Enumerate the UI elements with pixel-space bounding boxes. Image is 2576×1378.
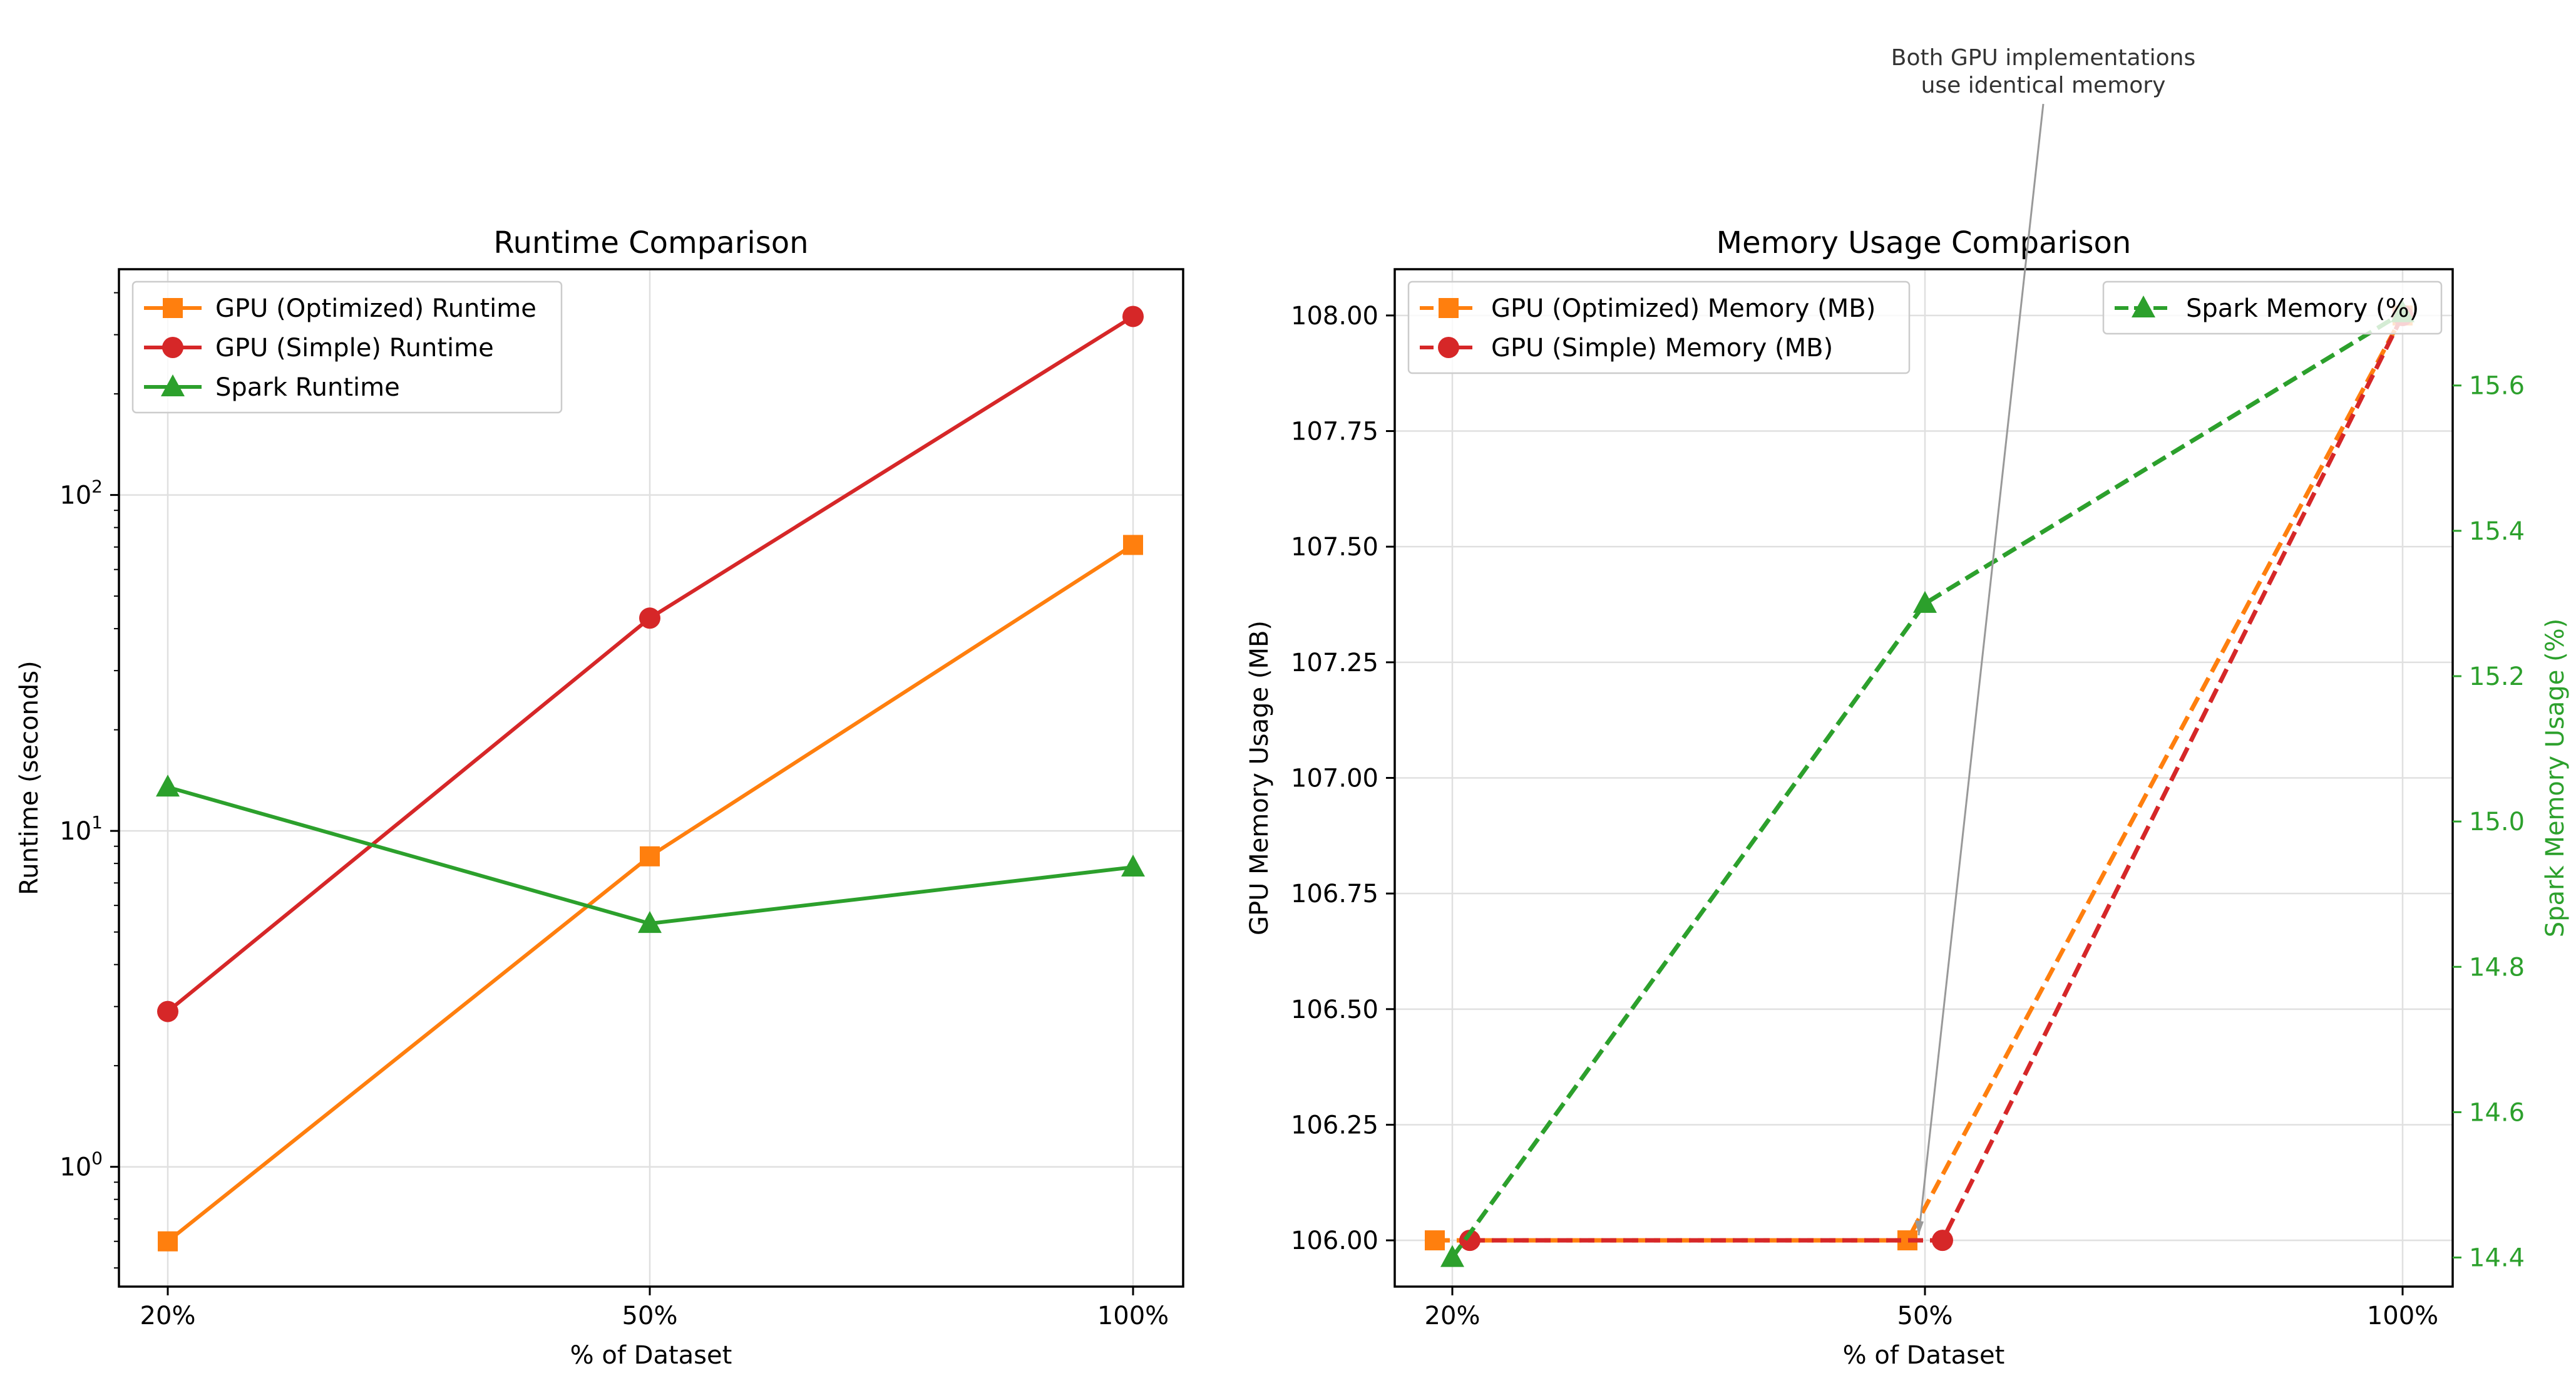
runtime-series (156, 306, 1145, 1252)
annotation-line-2: use identical memory (1921, 73, 2166, 98)
annotation-arrow-head (1915, 1220, 1924, 1236)
memory-chart-title: Memory Usage Comparison (1716, 225, 2132, 260)
legend-label-gpu-optimized-runtime: GPU (Optimized) Runtime (215, 294, 536, 323)
data-point-spark-memory-1 (1913, 590, 1937, 613)
runtime-y-tick-label: 100 (59, 1148, 103, 1182)
data-point-gpu-simple-memory-mb-0 (1459, 1230, 1480, 1252)
legend-item-spark-memory: Spark Memory (%) (2115, 294, 2419, 323)
legend-marker-gpu-optimized-runtime (163, 298, 183, 318)
runtime-y-tick-label: 101 (59, 812, 103, 846)
legend-label-gpu-simple-memory-mb: GPU (Simple) Memory (MB) (1491, 334, 1833, 362)
runtime-legend: GPU (Optimized) Runtime GPU (Simple) Runt… (131, 280, 563, 414)
runtime-plot-frame (118, 268, 1184, 1288)
legend-marker-gpu-simple-memory-mb (1438, 337, 1459, 358)
runtime-x-tick-label: 50% (622, 1302, 678, 1330)
memory-x-tick-label: 50% (1897, 1302, 1953, 1330)
memory-chart: 20% 50% 100% 106.00 106.25 106.50 106.75 107.0… (1245, 45, 2570, 1370)
legend-label-spark-memory: Spark Memory (%) (2186, 294, 2419, 323)
memory-gridlines (1395, 269, 2453, 1287)
annotation-line-1: Both GPU implementations (1891, 45, 2196, 71)
legend-item-gpu-optimized-runtime: GPU (Optimized) Runtime (144, 294, 536, 323)
memory-x-tick-label: 20% (1425, 1302, 1480, 1330)
legend-marker-spark-runtime (161, 374, 185, 396)
memory-x-tick-label: 100% (2367, 1302, 2438, 1330)
legend-item-gpu-optimized-memory-mb: GPU (Optimized) Memory (MB) (1420, 294, 1876, 323)
runtime-x-tick-label: 20% (140, 1302, 196, 1330)
data-point-spark-runtime-0 (156, 774, 180, 797)
series-line-spark-memory (1450, 311, 2404, 1259)
runtime-y-axis-label: Runtime (seconds) (15, 661, 44, 895)
data-point-gpu-simple-runtime-2 (1122, 306, 1144, 327)
runtime-y-ticks: 100 101 102 (59, 292, 119, 1269)
legend-item-gpu-simple-memory-mb: GPU (Simple) Memory (MB) (1420, 334, 1833, 362)
memory-gpu-legend-box (1407, 280, 1911, 374)
annotation-arrow-line (1917, 103, 2045, 1236)
series-spark-runtime (156, 774, 1145, 933)
memory-y2-axis-label: Spark Memory Usage (%) (2541, 619, 2570, 938)
data-point-gpu-optimized-runtime-2 (1123, 535, 1143, 555)
data-point-gpu-optimized-memory-mb-0 (1425, 1230, 1445, 1251)
legend-item-spark-runtime: Spark Runtime (144, 373, 400, 402)
data-point-gpu-simple-runtime-1 (639, 607, 660, 629)
memory-y-tick-label: 106.75 (1291, 880, 1378, 908)
memory-y-ticks: 106.00 106.25 106.50 106.75 107.00 107.25 107.… (1291, 302, 1395, 1255)
memory-y-tick-label: 107.75 (1291, 418, 1378, 446)
legend-marker-spark-memory (2132, 296, 2155, 317)
legend-label-spark-runtime: Spark Runtime (215, 373, 400, 402)
runtime-gridlines (119, 269, 1183, 1287)
legend-item-gpu-simple-runtime: GPU (Simple) Runtime (144, 334, 494, 362)
memory-legend-spark: Spark Memory (%) (2102, 280, 2443, 335)
memory-x-axis-label: % of Dataset (1843, 1341, 2005, 1370)
memory-y2-tick-label: 15.6 (2469, 372, 2525, 401)
data-point-gpu-optimized-runtime-1 (640, 846, 660, 866)
memory-y-tick-label: 106.50 (1291, 995, 1378, 1024)
data-point-spark-runtime-2 (1121, 855, 1145, 877)
memory-annotation: Both GPU implementations use identical m… (1891, 45, 2196, 1236)
legend-marker-gpu-optimized-memory-mb (1439, 298, 1459, 318)
runtime-chart-title: Runtime Comparison (493, 225, 808, 260)
memory-y-axis-label: GPU Memory Usage (MB) (1245, 620, 1274, 935)
memory-y2-tick-label: 14.8 (2469, 953, 2525, 982)
legend-label-gpu-optimized-memory-mb: GPU (Optimized) Memory (MB) (1491, 294, 1876, 323)
runtime-x-tick-label: 100% (1097, 1302, 1169, 1330)
memory-spark-legend-box (2102, 280, 2443, 335)
memory-x-ticks: 20% 50% 100% (1425, 1287, 2438, 1330)
data-point-spark-memory-0 (1440, 1245, 1464, 1267)
memory-y2-tick-label: 14.6 (2469, 1098, 2525, 1127)
data-point-gpu-simple-memory-mb-1 (1932, 1230, 1953, 1252)
legend-label-gpu-simple-runtime: GPU (Simple) Runtime (215, 334, 494, 362)
data-point-gpu-simple-runtime-0 (157, 1000, 178, 1022)
runtime-y-tick-label: 102 (59, 476, 103, 510)
memory-y-tick-label: 107.25 (1291, 649, 1378, 677)
memory-y2-tick-label: 15.4 (2469, 517, 2525, 546)
memory-y-tick-label: 106.00 (1291, 1226, 1378, 1255)
memory-y2-tick-label: 15.0 (2469, 808, 2525, 836)
memory-legend-gpu: GPU (Optimized) Memory (MB) GPU (Simple) … (1407, 280, 1911, 374)
legend-marker-gpu-simple-runtime (162, 337, 183, 358)
memory-y-tick-label: 107.50 (1291, 533, 1378, 562)
runtime-x-ticks: 20% 50% 100% (140, 1287, 1169, 1330)
runtime-x-axis-label: % of Dataset (570, 1341, 732, 1370)
data-point-gpu-optimized-runtime-0 (158, 1231, 178, 1252)
memory-y2-tick-label: 15.2 (2469, 662, 2525, 691)
series-gpu-simple-runtime (157, 306, 1144, 1022)
memory-y-tick-label: 108.00 (1291, 302, 1378, 331)
series-gpu-optimized-runtime (158, 535, 1143, 1252)
memory-y-tick-label: 107.00 (1291, 764, 1378, 793)
memory-y2-tick-label: 14.4 (2469, 1244, 2525, 1273)
memory-y2-ticks: 14.4 14.6 14.8 15.0 15.2 15.4 15.6 (2453, 372, 2525, 1273)
memory-y-tick-label: 106.25 (1291, 1111, 1378, 1139)
runtime-legend-box (131, 280, 563, 414)
data-point-spark-runtime-1 (638, 911, 662, 933)
